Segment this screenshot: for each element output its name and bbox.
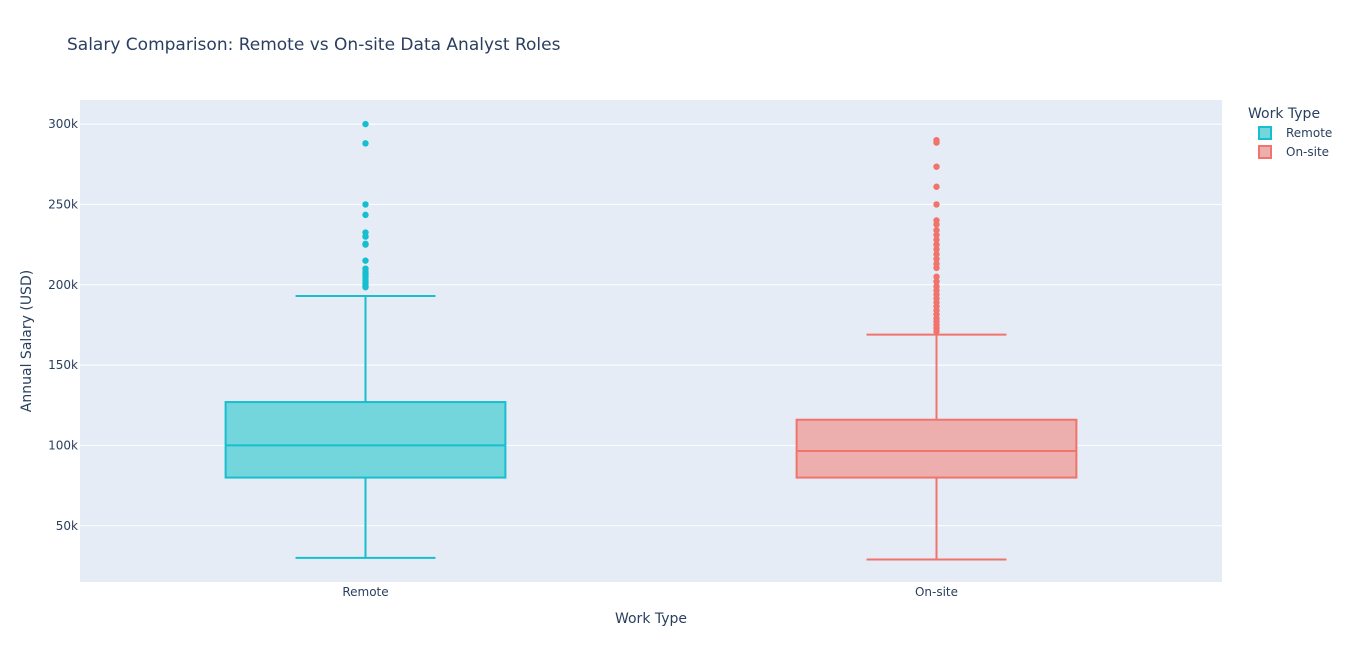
box-remote bbox=[224, 120, 507, 559]
chart-title: Salary Comparison: Remote vs On-site Dat… bbox=[67, 35, 561, 55]
y-tick-label: 200k bbox=[48, 278, 78, 292]
y-tick-label: 150k bbox=[48, 358, 78, 372]
legend-label: Remote bbox=[1286, 126, 1332, 140]
outlier-point bbox=[933, 264, 940, 272]
outlier-point bbox=[933, 183, 940, 190]
legend-label: On-site bbox=[1286, 145, 1329, 159]
iqr-box bbox=[224, 401, 507, 479]
legend: Work Type Remote On-site bbox=[1248, 106, 1332, 159]
y-axis-ticks: 50k 100k 150k 200k 250k 300k bbox=[48, 117, 78, 533]
legend-title: Work Type bbox=[1248, 106, 1320, 122]
outlier-point bbox=[933, 163, 940, 170]
x-tick-label: On-site bbox=[915, 585, 958, 599]
y-tick-label: 250k bbox=[48, 197, 78, 211]
outlier-point bbox=[933, 231, 940, 239]
iqr-box bbox=[795, 418, 1078, 479]
outlier-point bbox=[933, 328, 940, 335]
outlier-point bbox=[362, 211, 369, 219]
x-axis-label: Work Type bbox=[615, 611, 687, 627]
outlier-point bbox=[362, 140, 369, 147]
outlier-point bbox=[362, 241, 369, 248]
x-tick-label: Remote bbox=[342, 585, 388, 599]
outlier-point bbox=[933, 221, 940, 228]
outlier-point bbox=[362, 120, 369, 128]
plot-area bbox=[80, 100, 1222, 582]
outlier-point bbox=[933, 255, 940, 263]
y-tick-label: 100k bbox=[48, 438, 78, 452]
x-axis-ticks: Remote On-site bbox=[342, 585, 958, 599]
box-series bbox=[224, 120, 1078, 561]
box-on-site bbox=[795, 136, 1078, 561]
legend-swatch bbox=[1258, 126, 1272, 140]
y-tick-label: 50k bbox=[56, 519, 78, 533]
outlier-point bbox=[933, 251, 940, 258]
y-axis-label: Annual Salary (USD) bbox=[19, 270, 35, 412]
outlier-point bbox=[933, 273, 940, 280]
outlier-point bbox=[362, 233, 369, 240]
outlier-point bbox=[933, 226, 940, 234]
legend-swatch bbox=[1258, 145, 1272, 159]
outlier-point bbox=[933, 278, 940, 285]
outlier-point bbox=[362, 257, 369, 264]
outlier-point bbox=[933, 246, 940, 253]
outlier-point bbox=[933, 139, 940, 146]
outlier-point bbox=[933, 241, 940, 248]
outlier-point bbox=[933, 201, 940, 208]
legend-item-remote: Remote bbox=[1258, 126, 1332, 140]
legend-item-on-site: On-site bbox=[1258, 145, 1329, 159]
outlier-point bbox=[933, 236, 940, 243]
outlier-point bbox=[362, 201, 369, 208]
y-tick-label: 300k bbox=[48, 117, 78, 131]
outlier-point bbox=[362, 283, 369, 291]
